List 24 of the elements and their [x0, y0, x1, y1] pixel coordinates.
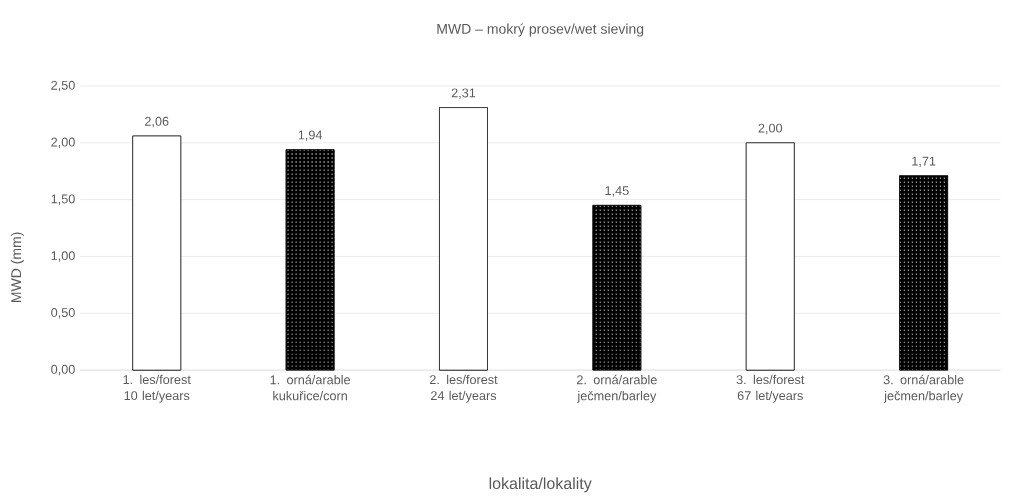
y-tick-label: 2,50	[51, 80, 75, 92]
data-label: 2,06	[145, 116, 169, 128]
x-tick-label: 1. orná/arable kukuřice/corn	[270, 374, 351, 401]
data-label: 1,45	[605, 186, 629, 197]
y-tick-label: 0,00	[51, 364, 75, 376]
y-tick-label: 2,00	[51, 137, 75, 149]
y-tick-label: 0,50	[51, 307, 75, 319]
y-tick-label: 1,00	[51, 251, 75, 262]
data-label: 2,00	[758, 123, 783, 135]
x-axis-title: lokalita/lokality	[489, 477, 592, 493]
x-tick-label: 3. orná/arable ječmen/barley	[883, 374, 964, 403]
bar	[745, 142, 795, 371]
x-tick-label: 3. les/forest 67 let/years	[736, 374, 805, 403]
data-label: 2,31	[451, 88, 476, 99]
x-tick-label: 1. les/forest 10 let/years	[123, 374, 191, 403]
x-tick-label: 2. les/forest 24 let/years	[429, 374, 498, 403]
data-label: 1,71	[912, 156, 936, 168]
bar	[132, 135, 182, 371]
x-tick-label: 2. orná/arable ječmen/barley	[576, 374, 657, 403]
y-axis-title: MWD (mm)	[10, 232, 24, 302]
y-tick-label: 1,50	[51, 194, 75, 205]
bar	[439, 107, 488, 371]
data-label: 1,94	[298, 130, 323, 141]
chart-title: MWD – mokrý prosev/wet sieving	[437, 23, 644, 37]
